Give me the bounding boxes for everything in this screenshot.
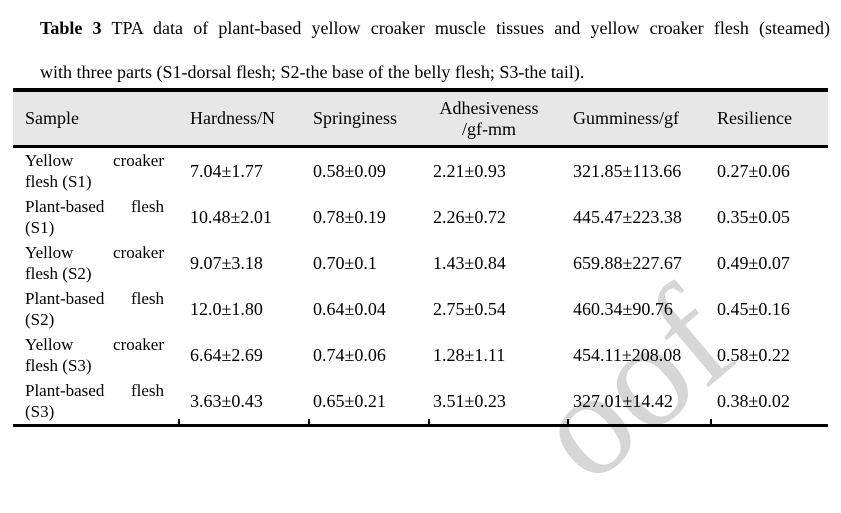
resilience-cell: 0.58±0.22: [717, 344, 790, 365]
gumminess-cell: 321.85±113.66: [573, 160, 682, 181]
table-row: Yellow croaker flesh (S1) 7.04±1.77 0.58…: [13, 148, 828, 194]
springiness-cell: 0.65±0.21: [313, 390, 386, 411]
header-resilience: Resilience: [717, 108, 792, 128]
caption-line-1: Table 3 TPA data of plant-based yellow c…: [40, 6, 830, 50]
header-adhesiveness: Adhesiveness /gf-mm: [433, 98, 545, 140]
adhesiveness-cell: 1.28±1.11: [433, 344, 506, 365]
hardness-cell: 9.07±3.18: [190, 252, 263, 273]
header-adhesiveness-line1: Adhesiveness: [439, 97, 539, 118]
sample-cell: Plant-based flesh (S2): [25, 288, 164, 330]
column-tick: [710, 419, 712, 424]
gumminess-cell: 659.88±227.67: [573, 252, 682, 273]
sample-cell: Yellow croaker flesh (S3): [25, 334, 164, 376]
resilience-cell: 0.45±0.16: [717, 298, 790, 319]
resilience-cell: 0.49±0.07: [717, 252, 790, 273]
caption-table-number: Table 3: [40, 18, 102, 38]
table-row: Plant-based flesh (S3) 3.63±0.43 0.65±0.…: [13, 378, 828, 424]
springiness-cell: 0.64±0.04: [313, 298, 386, 319]
table-row: Plant-based flesh (S2) 12.0±1.80 0.64±0.…: [13, 286, 828, 332]
sample-cell: Yellow croaker flesh (S2): [25, 242, 164, 284]
resilience-cell: 0.35±0.05: [717, 206, 790, 227]
sample-cell: Yellow croaker flesh (S1): [25, 150, 164, 192]
caption-line-2: with three parts (S1-dorsal flesh; S2-th…: [40, 62, 585, 82]
table-caption: Table 3 TPA data of plant-based yellow c…: [40, 6, 830, 94]
hardness-cell: 7.04±1.77: [190, 160, 263, 181]
adhesiveness-cell: 3.51±0.23: [433, 390, 506, 411]
header-adhesiveness-unit: /gf-mm: [462, 118, 516, 139]
column-tick: [178, 419, 180, 424]
adhesiveness-cell: 2.21±0.93: [433, 160, 506, 181]
hardness-cell: 10.48±2.01: [190, 206, 272, 227]
resilience-cell: 0.27±0.06: [717, 160, 790, 181]
adhesiveness-cell: 2.26±0.72: [433, 206, 506, 227]
springiness-cell: 0.70±0.1: [313, 252, 377, 273]
tpa-data-table: Sample Hardness/N Springiness Adhesivene…: [13, 88, 828, 427]
hardness-cell: 3.63±0.43: [190, 390, 263, 411]
hardness-cell: 12.0±1.80: [190, 298, 263, 319]
adhesiveness-cell: 2.75±0.54: [433, 298, 506, 319]
gumminess-cell: 445.47±223.38: [573, 206, 682, 227]
springiness-cell: 0.58±0.09: [313, 160, 386, 181]
springiness-cell: 0.74±0.06: [313, 344, 386, 365]
header-gumminess: Gumminess/gf: [573, 108, 679, 128]
header-sample: Sample: [25, 108, 79, 128]
table-row: Yellow croaker flesh (S3) 6.64±2.69 0.74…: [13, 332, 828, 378]
table-row: Plant-based flesh (S1) 10.48±2.01 0.78±0…: [13, 194, 828, 240]
column-tick: [428, 419, 430, 424]
column-tick: [567, 419, 569, 424]
sample-cell: Plant-based flesh (S1): [25, 196, 164, 238]
gumminess-cell: 327.01±14.42: [573, 390, 673, 411]
gumminess-cell: 454.11±208.08: [573, 344, 682, 365]
hardness-cell: 6.64±2.69: [190, 344, 263, 365]
gumminess-cell: 460.34±90.76: [573, 298, 673, 319]
resilience-cell: 0.38±0.02: [717, 390, 790, 411]
adhesiveness-cell: 1.43±0.84: [433, 252, 506, 273]
header-springiness: Springiness: [313, 108, 398, 128]
sample-cell: Plant-based flesh (S3): [25, 380, 164, 422]
header-hardness: Hardness/N: [190, 108, 275, 128]
springiness-cell: 0.78±0.19: [313, 206, 386, 227]
table-row: Yellow croaker flesh (S2) 9.07±3.18 0.70…: [13, 240, 828, 286]
table-header-row: Sample Hardness/N Springiness Adhesivene…: [13, 92, 828, 148]
caption-text: TPA data of plant-based yellow croaker m…: [111, 18, 830, 38]
column-tick: [308, 419, 310, 424]
